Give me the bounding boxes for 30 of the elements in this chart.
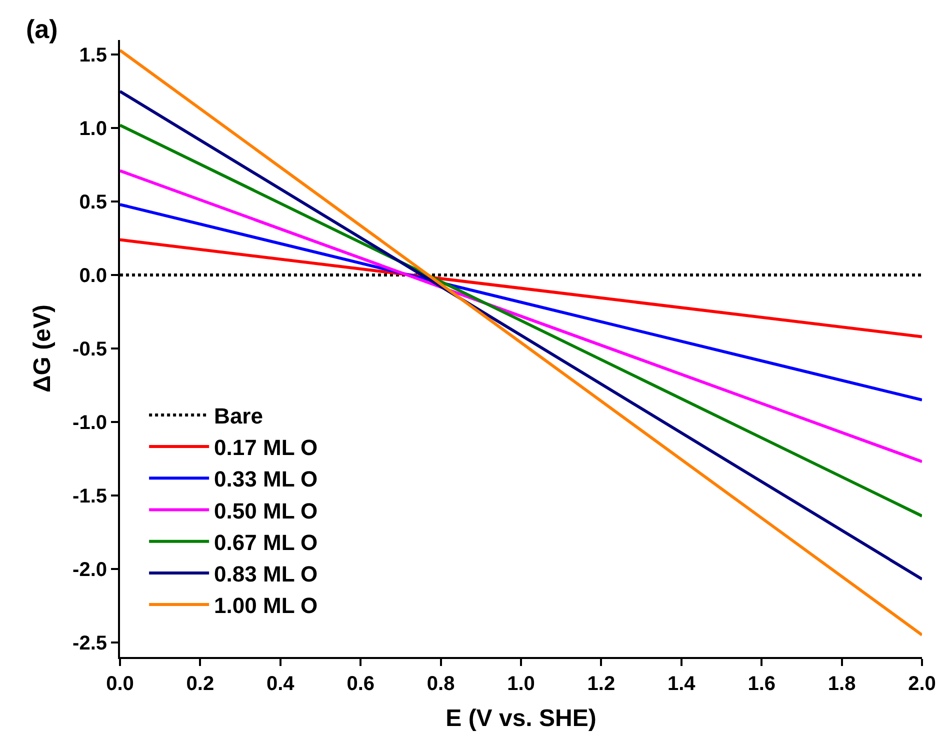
x-tick-label: 1.8: [828, 673, 856, 695]
y-tick-label: 1.0: [79, 118, 107, 140]
y-axis-title: ΔG (eV): [29, 304, 56, 392]
y-tick-label: 0.5: [79, 192, 107, 214]
legend-label: 0.67 ML O: [214, 530, 318, 555]
x-tick-label: 0.2: [186, 673, 214, 695]
x-tick-label: 0.8: [426, 673, 455, 695]
legend-label: 0.83 ML O: [214, 562, 318, 587]
x-tick-label: 1.4: [667, 673, 696, 695]
y-tick-label: -1.0: [72, 412, 107, 434]
legend-label: 1.00 ML O: [214, 593, 318, 618]
legend-label: Bare: [214, 404, 263, 429]
text: (a): [26, 14, 58, 44]
x-axis-title: E (V vs. SHE): [446, 704, 596, 732]
x-tick-label: 0.6: [346, 673, 375, 695]
y-tick-label: 1.5: [79, 44, 107, 67]
y-tick-label: -2.0: [72, 558, 107, 581]
x-tick-label: 1.2: [587, 673, 616, 695]
x-tick-label: 2.0: [908, 673, 936, 695]
y-tick-label: -2.5: [72, 632, 107, 654]
y-tick-label: -0.5: [72, 338, 107, 360]
legend-label: 0.17 ML O: [214, 435, 318, 460]
x-tick-label: 1.6: [748, 673, 776, 695]
legend-label: 0.33 ML O: [214, 466, 318, 492]
x-tick-label: 0.4: [266, 673, 296, 695]
x-tick-label: 1.0: [507, 673, 535, 695]
legend-label: 0.50 ML O: [214, 498, 318, 524]
y-tick-label: 0.0: [79, 265, 107, 288]
x-tick-label: 0.0: [106, 673, 134, 695]
y-tick-label: -1.5: [72, 485, 107, 508]
